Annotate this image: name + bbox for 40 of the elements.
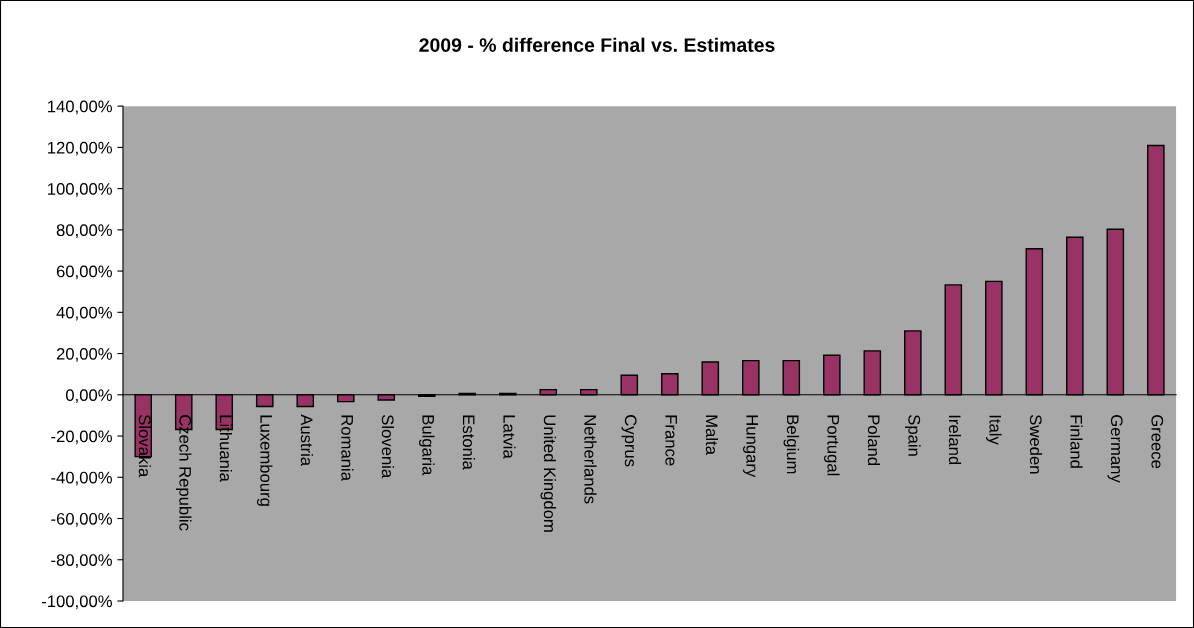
x-tick-label: Lithuania <box>219 415 233 482</box>
x-tick-label: Belgium <box>783 415 800 474</box>
x-tick-label: Romania <box>341 415 354 481</box>
chart-title: 2009 - % difference Final vs. Estimates <box>419 37 775 52</box>
x-tick-label: Cyprus <box>621 415 637 467</box>
x-tick-label: Malta <box>705 415 719 455</box>
x-tick-label: Portugal <box>824 415 840 476</box>
x-tick-label: Austria <box>300 414 314 467</box>
y-tick-label: -40,00% <box>51 471 112 486</box>
y-tick-label: -100,00% <box>41 595 112 610</box>
x-tick-label: Germany <box>1107 415 1123 483</box>
y-tick-label: 40,00% <box>56 306 112 321</box>
x-tick-label: Poland <box>867 415 881 466</box>
y-tick-label: 100,00% <box>48 183 112 197</box>
x-tick-label: Netherlands <box>584 415 597 504</box>
y-tick-label: -80,00% <box>51 554 112 568</box>
y-tick-label: 0,00% <box>65 389 112 403</box>
x-tick-label: Slovenia <box>381 415 395 479</box>
y-tick-label: 60,00% <box>56 265 112 280</box>
y-tick-label: -20,00% <box>51 430 112 445</box>
x-tick-label: Ireland <box>948 415 962 465</box>
x-tick-label: France <box>665 415 677 466</box>
x-tick-label: Latvia <box>503 415 516 459</box>
y-tick-label: 120,00% <box>48 141 112 156</box>
x-tick-label: Sweden <box>1029 415 1043 474</box>
y-tick-label: -60,00% <box>51 512 112 527</box>
y-tick-label: 20,00% <box>56 347 112 362</box>
x-tick-label: Spain <box>905 415 921 456</box>
x-tick-label: Estonia <box>462 415 476 470</box>
x-tick-label: United Kingdom <box>540 415 557 532</box>
x-tick-label: Bulgaria <box>418 415 435 476</box>
x-tick-label: Luxembourg <box>256 415 273 506</box>
x-tick-label: Italy <box>986 415 1002 445</box>
x-tick-label: Czech Republic <box>175 415 192 531</box>
x-tick-label: Finland <box>1070 415 1083 468</box>
x-tick-label: Greece <box>1151 415 1164 469</box>
y-tick-label: 80,00% <box>56 224 112 239</box>
x-tick-label: Hungary <box>743 415 758 478</box>
x-tick-label: Slovakia <box>138 415 151 478</box>
y-tick-label: 140,00% <box>48 100 112 115</box>
